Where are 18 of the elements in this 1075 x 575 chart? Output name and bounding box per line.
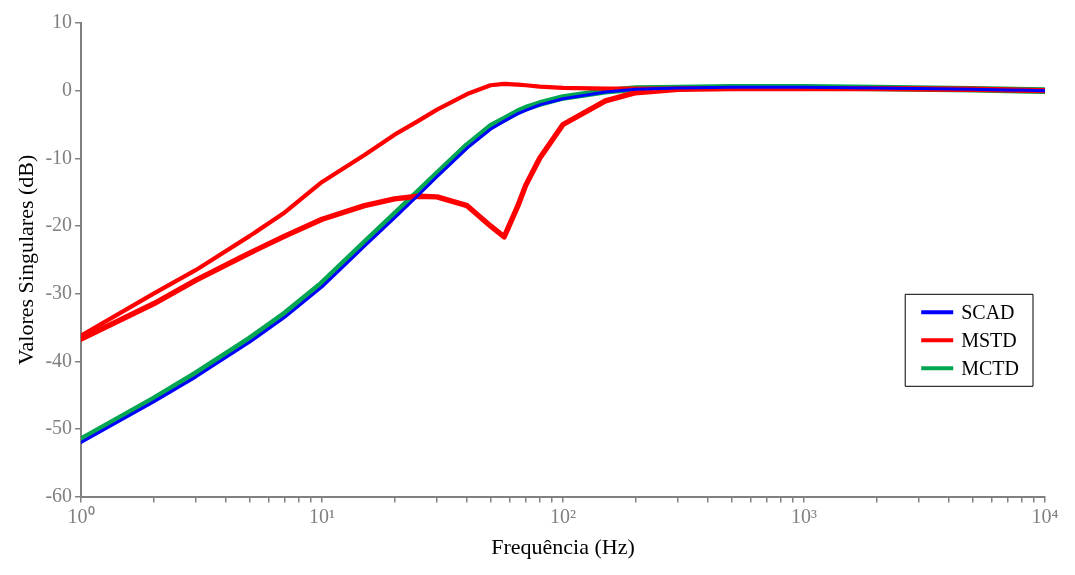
- x-tick-label: 10³: [791, 504, 818, 527]
- x-tick-label: 10⁰: [67, 504, 95, 527]
- y-tick-label: 10: [52, 10, 73, 33]
- y-tick-label: -30: [45, 280, 73, 303]
- legend-label: SCAD: [961, 300, 1015, 323]
- legend-label: MSTD: [961, 328, 1017, 351]
- y-axis-title: Valores Singulares (dB): [12, 154, 38, 365]
- y-tick-label: -60: [45, 483, 73, 506]
- y-tick-label: 0: [62, 77, 73, 100]
- y-tick-label: -20: [45, 213, 73, 236]
- x-axis-title: Frequência (Hz): [491, 533, 635, 559]
- x-tick-label: 10¹: [309, 504, 336, 527]
- legend-label: MCTD: [961, 356, 1020, 379]
- y-tick-label: -40: [45, 348, 73, 371]
- y-tick-label: -10: [45, 145, 73, 168]
- x-tick-label: 10⁴: [1031, 504, 1059, 527]
- y-tick-label: -50: [45, 416, 73, 439]
- x-tick-label: 10²: [550, 504, 577, 527]
